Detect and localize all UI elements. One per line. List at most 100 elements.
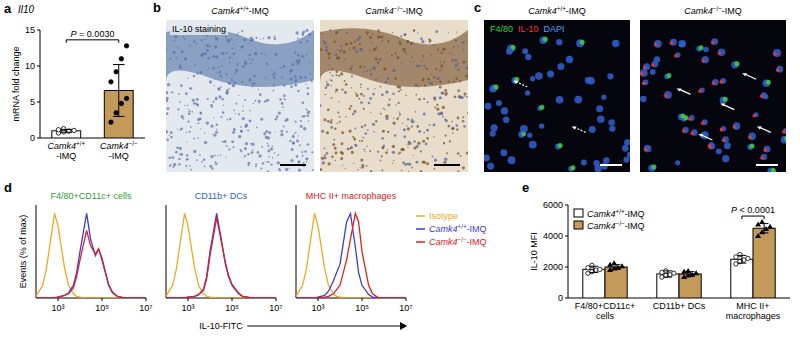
cell: [399, 43, 401, 45]
suffix: -IMQ: [566, 6, 586, 16]
cell: [354, 128, 356, 130]
cell: [441, 68, 442, 69]
cell: [229, 56, 232, 59]
cell: [359, 43, 361, 45]
cell: [393, 117, 395, 119]
cell: [385, 151, 388, 154]
data-point: [746, 256, 750, 260]
cell: [385, 81, 387, 83]
cell: [366, 146, 368, 148]
x-tick: [102, 298, 103, 301]
cell: [265, 161, 266, 162]
cell: [353, 138, 355, 140]
cell: [217, 88, 218, 89]
cell: [175, 36, 177, 38]
cell: [254, 52, 257, 55]
cell: [240, 46, 243, 49]
cell: [320, 104, 322, 107]
cell: [439, 96, 442, 99]
cell: [422, 80, 424, 82]
cell: [304, 150, 307, 153]
cell: [266, 63, 268, 65]
data-point: [109, 120, 113, 124]
cell: [363, 108, 365, 110]
cell: [206, 121, 209, 124]
cell: [456, 31, 457, 32]
cell: [255, 163, 257, 165]
cell: [290, 69, 293, 72]
x-tick: [146, 298, 147, 301]
cell: [190, 87, 193, 90]
cell: [166, 138, 168, 140]
cell: [262, 162, 264, 164]
cell: [415, 84, 417, 86]
x-tick-label: 10⁵: [225, 303, 239, 313]
data-point: [619, 263, 625, 268]
pointer-arrow: [701, 135, 712, 140]
cell: [226, 39, 229, 42]
il10-signal: [640, 72, 644, 76]
cell: [335, 31, 338, 34]
cell: [364, 151, 365, 152]
cell: [201, 39, 203, 41]
cell: [243, 38, 246, 41]
cell: [284, 98, 286, 100]
genotype: +/+: [458, 223, 467, 230]
cell: [327, 108, 330, 111]
nucleus: [716, 148, 722, 154]
nucleus: [535, 72, 543, 80]
cell: [332, 143, 335, 146]
cell: [210, 155, 213, 158]
nucleus: [556, 39, 562, 45]
cell: [242, 117, 245, 120]
cell: [294, 84, 297, 87]
cell: [215, 97, 216, 98]
cell: [335, 74, 337, 76]
cell: [423, 98, 425, 100]
cell: [349, 68, 352, 71]
cell: [451, 127, 454, 130]
x-tick: [362, 298, 363, 301]
cell: [254, 100, 256, 102]
cell: [292, 142, 295, 145]
cell: [230, 38, 232, 40]
nucleus: [547, 70, 554, 77]
cell: [401, 62, 403, 64]
cell: [419, 170, 422, 172]
cell: [462, 41, 465, 44]
x-tick-label: 10³: [311, 303, 324, 313]
cell: [212, 134, 213, 135]
cell: [215, 162, 218, 165]
cell: [270, 164, 272, 166]
cell: [348, 129, 351, 132]
f480-cell: [558, 143, 563, 148]
cell: [302, 115, 304, 117]
cell: [251, 151, 254, 154]
cell: [275, 118, 278, 121]
cell: [213, 101, 215, 103]
cell: [406, 125, 408, 127]
cell: [392, 93, 394, 95]
cell: [242, 110, 244, 112]
f480-cell: [666, 73, 671, 78]
cell: [420, 170, 421, 171]
cell: [193, 102, 195, 104]
plot-marks: [36, 213, 146, 298]
cell: [354, 110, 357, 113]
cell: [289, 168, 290, 169]
panel-title: F4/80+CD11c+ cells: [51, 191, 132, 201]
cell: [385, 90, 388, 93]
cell: [442, 106, 445, 109]
cell: [377, 36, 380, 39]
cell: [329, 64, 330, 65]
cell: [360, 93, 363, 96]
nucleus: [608, 119, 614, 125]
nucleus: [490, 124, 497, 131]
cell: [393, 160, 394, 161]
cell: [270, 147, 273, 150]
cell: [377, 61, 380, 64]
cell: [445, 119, 448, 122]
cell: [295, 132, 297, 134]
cell: [351, 151, 354, 154]
nucleus: [601, 95, 606, 100]
